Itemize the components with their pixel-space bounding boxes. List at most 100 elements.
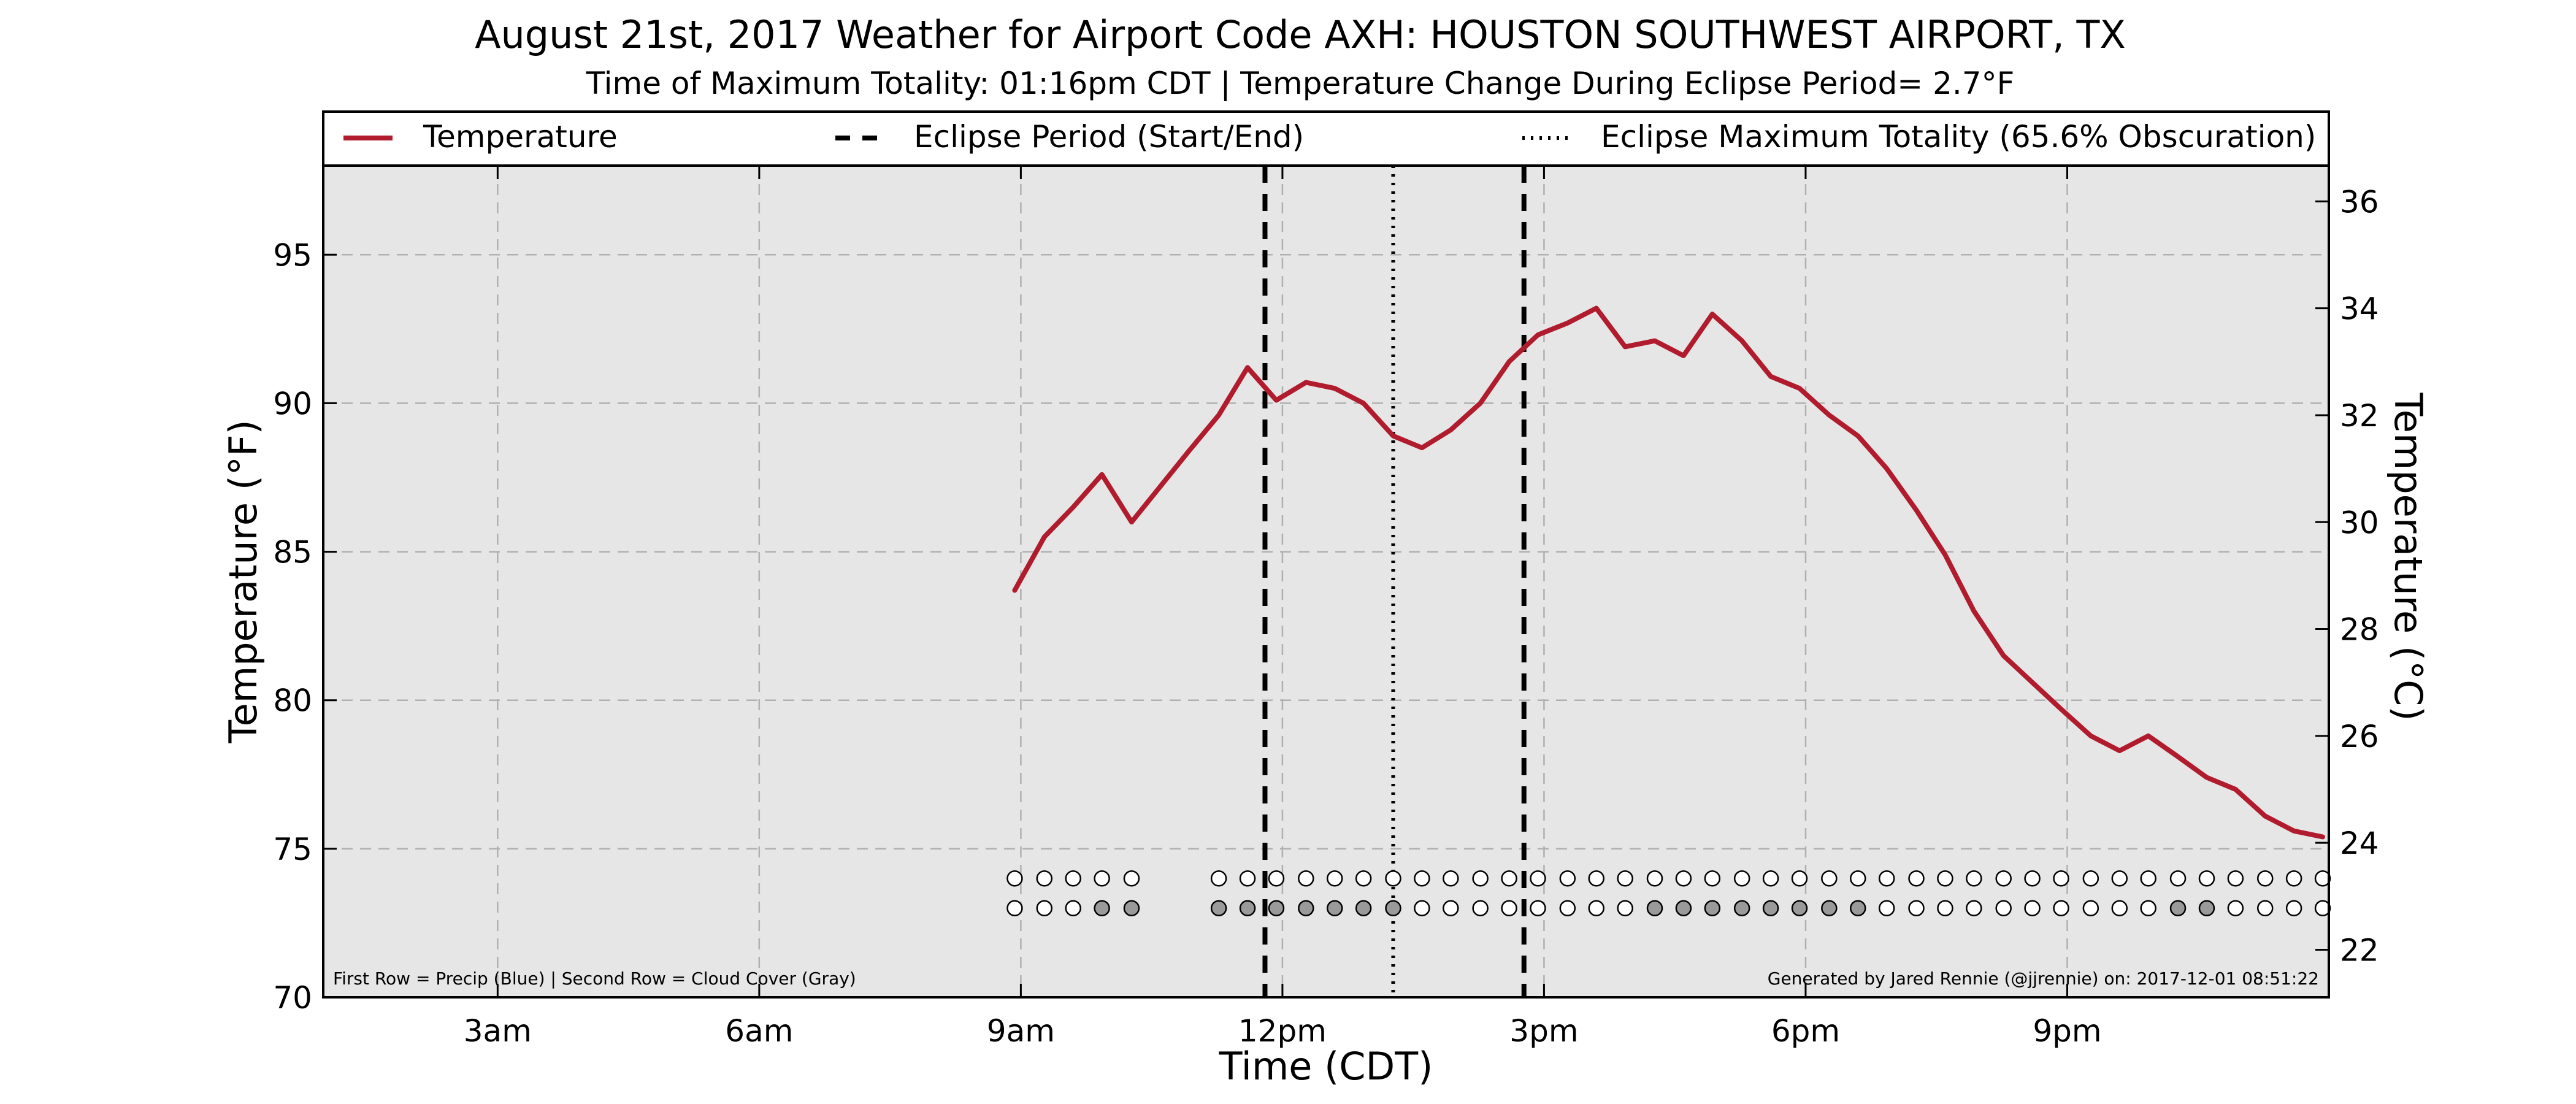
temperature-line	[1012, 305, 2325, 840]
cloud-cover-dot	[1036, 900, 1053, 916]
plot-area	[323, 166, 2329, 997]
precip-dot	[1733, 870, 1750, 887]
precip-dot	[1995, 870, 2012, 887]
cloud-cover-dot	[1995, 900, 2012, 916]
x-tick-label: 6am	[725, 1013, 793, 1049]
y-axis-label-right: Temperature (°C)	[2386, 392, 2431, 721]
cloud-cover-dot	[1850, 900, 1866, 916]
cloud-cover-dot	[1588, 900, 1604, 916]
cloud-cover-dot	[1268, 900, 1285, 916]
cloud-cover-dot	[1006, 900, 1023, 916]
x-tick-label: 12pm	[1238, 1013, 1327, 1049]
precip-dot	[2169, 870, 2187, 887]
cloud-cover-dot	[2082, 900, 2099, 916]
precip-dot	[1036, 870, 1053, 887]
cloud-cover-dot	[1239, 900, 1256, 916]
cloud-cover-dot	[2111, 900, 2128, 916]
cloud-cover-dot	[1704, 900, 1721, 916]
precip-dot	[1414, 870, 1430, 887]
footnote-left: First Row = Precip (Blue) | Second Row =…	[333, 968, 856, 989]
x-axis-label: Time (CDT)	[1219, 1044, 1433, 1089]
cloud-cover-dot	[1443, 900, 1459, 916]
precip-dot	[1326, 870, 1343, 887]
x-tick-label: 9am	[987, 1013, 1055, 1049]
y-right-tick-label: 34	[2340, 291, 2379, 327]
chart-subtitle: Time of Maximum Totality: 01:16pm CDT | …	[586, 66, 2015, 101]
y-tick-label: 70	[273, 980, 312, 1016]
cloud-cover-dot	[2198, 900, 2215, 916]
y-tick-label: 80	[273, 683, 312, 719]
x-tick-label: 3pm	[1509, 1013, 1578, 1049]
precip-dot	[1210, 870, 1227, 887]
cloud-cover-dot	[1530, 900, 1546, 916]
cloud-cover-dot	[2285, 900, 2302, 916]
cloud-cover-dot	[1878, 900, 1895, 916]
legend-box	[322, 110, 2330, 167]
y-tick-label: 95	[273, 237, 312, 273]
cloud-cover-dot	[1414, 900, 1430, 916]
precip-dot	[2024, 870, 2041, 887]
precip-cloud-rows	[1006, 870, 2331, 916]
precip-dot	[2256, 870, 2274, 887]
temperature-series	[1012, 305, 2325, 840]
precip-dot	[1937, 870, 1953, 887]
cloud-cover-dot	[1501, 900, 1517, 916]
precip-dot	[1385, 870, 1401, 887]
precip-dot	[1588, 870, 1604, 887]
y-right-tick-label: 36	[2340, 184, 2379, 220]
cloud-cover-dot	[1791, 900, 1808, 916]
precip-dot	[1298, 870, 1314, 887]
cloud-cover-dot	[1821, 900, 1838, 916]
cloud-cover-dot	[1762, 900, 1779, 916]
y-tick-label: 85	[273, 535, 312, 570]
x-tick-label: 6pm	[1771, 1013, 1840, 1049]
precip-dot	[1065, 870, 1081, 887]
precip-dot	[2314, 870, 2331, 887]
chart-title: August 21st, 2017 Weather for Airport Co…	[475, 12, 2126, 57]
precip-dot	[1821, 870, 1838, 887]
cloud-cover-dot	[1966, 900, 1982, 916]
cloud-cover-dot	[1385, 900, 1401, 916]
x-tick-label: 9pm	[2033, 1013, 2101, 1049]
precip-dot	[2198, 870, 2215, 887]
eclipse-lines	[1262, 166, 1527, 997]
precip-dot	[1559, 870, 1576, 887]
precip-dot	[1878, 870, 1895, 887]
precip-dot	[1443, 870, 1459, 887]
cloud-cover-dot	[1617, 900, 1633, 916]
precip-dot	[1530, 870, 1546, 887]
precip-dot	[1617, 870, 1633, 887]
precip-dot	[1791, 870, 1808, 887]
footnote-right: Generated by Jared Rennie (@jjrennie) on…	[1768, 968, 2319, 989]
plot-frame	[322, 164, 2330, 999]
precip-dot	[2111, 870, 2128, 887]
cloud-cover-dot	[1326, 900, 1343, 916]
x-tick-label: 3am	[464, 1013, 532, 1049]
cloud-cover-dot	[1472, 900, 1489, 916]
legend: Temperature Eclipse Period (Start/End) E…	[322, 110, 2330, 167]
y-right-tick-label: 28	[2340, 612, 2379, 648]
cloud-cover-dot	[1646, 900, 1663, 916]
cloud-cover-dot	[2227, 900, 2244, 916]
precip-dot	[1268, 870, 1285, 887]
grid	[323, 166, 2329, 997]
y-right-tick-label: 32	[2340, 398, 2379, 434]
precip-dot	[1239, 870, 1256, 887]
precip-dot	[2082, 870, 2099, 887]
precip-dot	[1123, 870, 1140, 887]
cloud-cover-dot	[1937, 900, 1953, 916]
y-right-tick-label: 26	[2340, 719, 2379, 754]
cloud-cover-dot	[2053, 900, 2069, 916]
cloud-cover-dot	[1094, 900, 1110, 916]
cloud-cover-dot	[1908, 900, 1925, 916]
precip-dot	[1501, 870, 1517, 887]
precip-dot	[1094, 870, 1110, 887]
cloud-cover-dot	[1123, 900, 1140, 916]
precip-dot	[1762, 870, 1779, 887]
precip-dot	[2227, 870, 2244, 887]
precip-dot	[1472, 870, 1489, 887]
y-right-tick-label: 30	[2340, 505, 2379, 540]
precip-dot	[2140, 870, 2156, 887]
cloud-cover-dot	[1065, 900, 1081, 916]
